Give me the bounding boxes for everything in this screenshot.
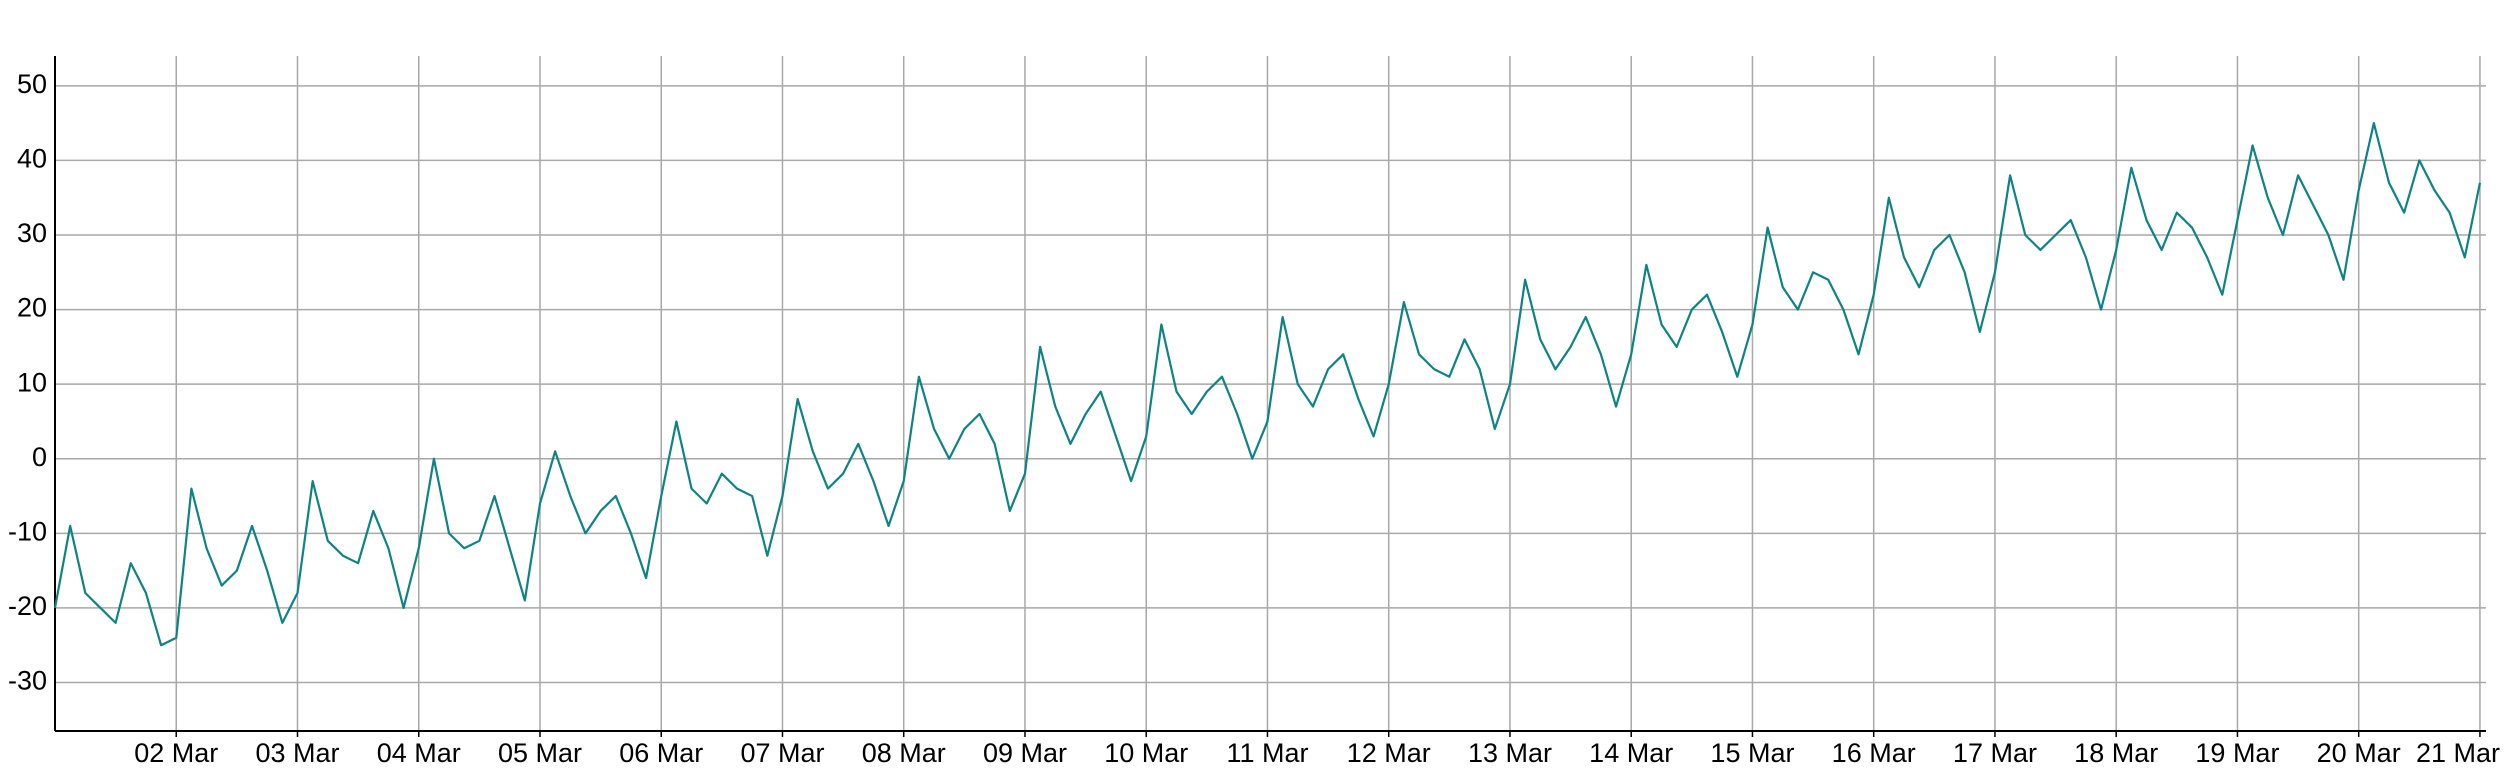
y-tick-label: 40: [17, 144, 47, 174]
y-tick-label: 0: [32, 442, 47, 472]
x-tick-label: 02 Mar: [134, 738, 218, 768]
x-tick-label: 14 Mar: [1589, 738, 1673, 768]
x-tick-label: 19 Mar: [2195, 738, 2279, 768]
x-tick-label: 03 Mar: [255, 738, 339, 768]
x-tick-label: 20 Mar: [2317, 738, 2401, 768]
x-tick-label: 21 Mar: [2416, 738, 2500, 768]
x-tick-label: 09 Mar: [983, 738, 1067, 768]
x-tick-label: 16 Mar: [1832, 738, 1916, 768]
x-tick-label: 11 Mar: [1226, 738, 1308, 768]
x-tick-label: 04 Mar: [377, 738, 461, 768]
x-tick-label: 06 Mar: [619, 738, 703, 768]
x-tick-label: 05 Mar: [498, 738, 582, 768]
y-tick-label: -20: [8, 591, 47, 621]
y-tick-label: 30: [17, 218, 47, 248]
x-tick-label: 07 Mar: [740, 738, 824, 768]
x-tick-label: 13 Mar: [1468, 738, 1552, 768]
y-tick-label: -30: [8, 666, 47, 696]
y-tick-label: 10: [17, 367, 47, 397]
x-tick-label: 18 Mar: [2074, 738, 2158, 768]
x-tick-label: 17 Mar: [1953, 738, 2037, 768]
x-tick-label: 10 Mar: [1104, 738, 1188, 768]
y-tick-label: 20: [17, 293, 47, 323]
y-tick-label: 50: [17, 69, 47, 99]
y-tick-label: -10: [8, 516, 47, 546]
x-tick-label: 12 Mar: [1347, 738, 1431, 768]
data-line: [53, 122, 2482, 647]
x-tick-label: 15 Mar: [1710, 738, 1794, 768]
x-tick-label: 08 Mar: [862, 738, 946, 768]
